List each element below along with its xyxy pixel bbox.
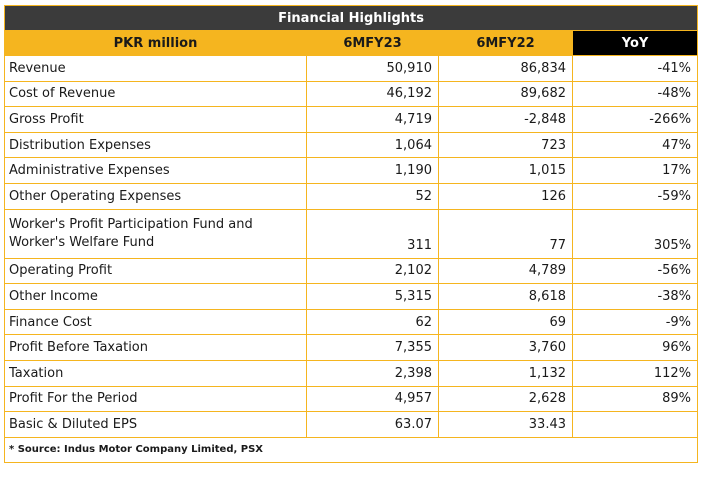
- cell-6mfy23: 1,190: [306, 157, 439, 184]
- table-row: Other Income 5,315 8,618 -38%: [4, 283, 699, 310]
- cell-yoy: 89%: [571, 385, 699, 413]
- cell-6mfy23: 2,102: [306, 257, 439, 285]
- column-header-6mfy22: 6MFY22: [438, 30, 573, 56]
- cell-yoy: -56%: [571, 257, 699, 285]
- table-title: Financial Highlights: [3, 5, 699, 31]
- table-title-row: Financial Highlights: [3, 5, 699, 31]
- table-row: Revenue 50,910 86,834 -41%: [4, 55, 699, 82]
- table-row: Profit Before Taxation 7,355 3,760 96%: [4, 334, 699, 361]
- row-label: Other Operating Expenses: [4, 182, 307, 210]
- row-label: Profit Before Taxation: [4, 334, 307, 361]
- cell-yoy: -9%: [571, 308, 699, 336]
- cell-yoy: -266%: [571, 106, 699, 133]
- cell-yoy: -59%: [571, 182, 699, 210]
- cell-6mfy22: 1,132: [438, 359, 573, 387]
- source-note: * Source: Indus Motor Company Limited, P…: [3, 436, 699, 463]
- row-label: Operating Profit: [4, 257, 307, 285]
- cell-6mfy23: 4,719: [306, 106, 439, 133]
- cell-6mfy22: 69: [438, 308, 573, 336]
- cell-6mfy23: 50,910: [306, 55, 439, 82]
- cell-6mfy23: 63.07: [306, 411, 439, 438]
- cell-6mfy22: 33.43: [438, 411, 573, 438]
- column-header-unit: PKR million: [4, 30, 307, 56]
- row-label: Distribution Expenses: [4, 131, 307, 159]
- table-row: Basic & Diluted EPS 63.07 33.43: [4, 411, 699, 438]
- cell-6mfy22: 3,760: [438, 334, 573, 361]
- cell-yoy: -48%: [571, 80, 699, 108]
- column-header-yoy: YoY: [571, 30, 699, 56]
- table-row: Other Operating Expenses 52 126 -59%: [4, 182, 699, 210]
- cell-yoy: 305%: [571, 208, 699, 259]
- table-body: Financial Highlights PKR million 6MFY23 …: [3, 5, 699, 463]
- table-row: Gross Profit 4,719 -2,848 -266%: [4, 106, 699, 133]
- cell-6mfy23: 46,192: [306, 80, 439, 108]
- table-row: Operating Profit 2,102 4,789 -56%: [4, 257, 699, 285]
- table-row: Distribution Expenses 1,064 723 47%: [4, 131, 699, 159]
- cell-6mfy22: -2,848: [438, 106, 573, 133]
- cell-6mfy22: 86,834: [438, 55, 573, 82]
- row-label: Finance Cost: [4, 308, 307, 336]
- cell-6mfy22: 89,682: [438, 80, 573, 108]
- cell-6mfy22: 77: [438, 208, 573, 259]
- financial-highlights-table-container: Financial Highlights PKR million 6MFY23 …: [3, 5, 699, 463]
- row-label: Profit For the Period: [4, 385, 307, 413]
- cell-6mfy23: 311: [306, 208, 439, 259]
- cell-yoy: -41%: [571, 55, 699, 82]
- row-label: Cost of Revenue: [4, 80, 307, 108]
- cell-6mfy23: 7,355: [306, 334, 439, 361]
- cell-6mfy23: 5,315: [306, 283, 439, 310]
- cell-6mfy23: 62: [306, 308, 439, 336]
- cell-yoy: 112%: [571, 359, 699, 387]
- row-label: Other Income: [4, 283, 307, 310]
- column-header-6mfy23: 6MFY23: [306, 30, 439, 56]
- table-row: Finance Cost 62 69 -9%: [4, 308, 699, 336]
- row-label: Taxation: [4, 359, 307, 387]
- row-label: Gross Profit: [4, 106, 307, 133]
- cell-6mfy22: 2,628: [438, 385, 573, 413]
- cell-6mfy22: 4,789: [438, 257, 573, 285]
- table-row: Cost of Revenue 46,192 89,682 -48%: [4, 80, 699, 108]
- source-row: * Source: Indus Motor Company Limited, P…: [3, 436, 699, 463]
- table-row: Taxation 2,398 1,132 112%: [4, 359, 699, 387]
- table-header-row: PKR million 6MFY23 6MFY22 YoY: [4, 30, 699, 56]
- cell-6mfy23: 2,398: [306, 359, 439, 387]
- cell-yoy: -38%: [571, 283, 699, 310]
- cell-6mfy22: 126: [438, 182, 573, 210]
- cell-6mfy22: 723: [438, 131, 573, 159]
- cell-yoy: 17%: [571, 157, 699, 184]
- cell-6mfy23: 1,064: [306, 131, 439, 159]
- cell-6mfy23: 4,957: [306, 385, 439, 413]
- cell-yoy: [571, 411, 699, 438]
- table-row: Worker's Profit Participation Fund and W…: [4, 208, 699, 259]
- cell-6mfy22: 8,618: [438, 283, 573, 310]
- financial-highlights-table: Financial Highlights PKR million 6MFY23 …: [3, 5, 699, 463]
- cell-6mfy23: 52: [306, 182, 439, 210]
- row-label: Administrative Expenses: [4, 157, 307, 184]
- table-row: Profit For the Period 4,957 2,628 89%: [4, 385, 699, 413]
- cell-yoy: 96%: [571, 334, 699, 361]
- cell-6mfy22: 1,015: [438, 157, 573, 184]
- row-label: Revenue: [4, 55, 307, 82]
- cell-yoy: 47%: [571, 131, 699, 159]
- table-row: Administrative Expenses 1,190 1,015 17%: [4, 157, 699, 184]
- row-label: Worker's Profit Participation Fund and W…: [4, 208, 307, 259]
- row-label: Basic & Diluted EPS: [4, 411, 307, 438]
